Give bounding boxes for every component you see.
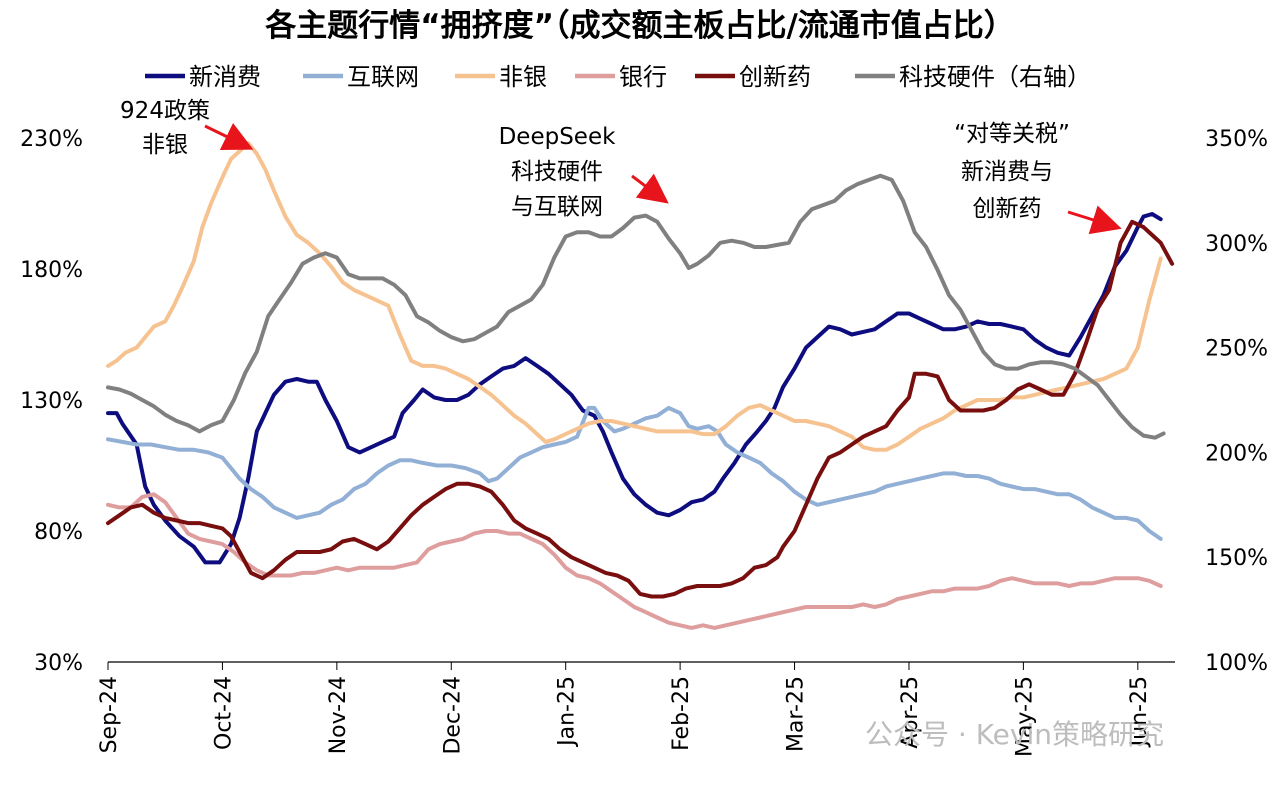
series-layer [106, 141, 1175, 630]
series-line-3 [106, 492, 1163, 630]
y-left-tick-label: 230% [20, 127, 83, 152]
legend-label: 互联网 [347, 63, 419, 91]
chart-title: 各主题行情“拥挤度”（成交额主板占比/流通市值占比） [264, 8, 1015, 44]
x-tick-label: Apr-25 [898, 676, 923, 749]
annotation-deepseek-line-1: DeepSeek [499, 124, 617, 150]
x-tick-label: Jan-25 [555, 676, 580, 748]
series-line-2 [106, 141, 1163, 452]
series-line-0 [106, 212, 1163, 565]
annotation-924-line-2: 非银 [142, 132, 188, 158]
y-right-tick-label: 350% [1205, 127, 1268, 152]
watermark: 公众号 · Kevin策略研究 [865, 718, 1164, 751]
annotation-tariff-arrow [1067, 205, 1122, 235]
legend-label: 创新药 [739, 63, 811, 91]
legend-label: 银行 [619, 63, 667, 91]
series-line-4 [106, 219, 1175, 599]
x-tick-label: Nov-24 [326, 676, 351, 754]
x-tick-label: Oct-24 [211, 676, 236, 750]
y-left-tick-label: 130% [20, 389, 83, 414]
y-right-tick-label: 150% [1205, 546, 1268, 571]
legend: 新消费 互联网 非银 银行 创新药 科技硬件（右轴） [145, 63, 1091, 91]
x-tick-label: Mar-25 [784, 676, 809, 752]
annotation-tariff-line-2: 新消费与 [961, 159, 1053, 185]
annotation-tariff-line-1: “对等关税” [954, 121, 1070, 147]
annotation-924-line-1: 924政策 [120, 98, 210, 124]
annotation-924: 924政策 非银 [120, 98, 254, 158]
y-left-tick-label: 30% [34, 651, 83, 676]
legend-label: 非银 [499, 63, 547, 91]
x-tick-label: Feb-25 [669, 676, 694, 751]
x-tick-label: Sep-24 [97, 676, 122, 753]
series-line-5 [106, 173, 1166, 440]
x-tick-label: Dec-24 [440, 676, 465, 755]
series-line-1 [106, 405, 1163, 541]
y-right-tick-label: 250% [1205, 337, 1268, 362]
annotation-tariff-line-3: 创新药 [973, 196, 1042, 222]
annotation-deepseek-line-3: 与互联网 [511, 194, 603, 220]
x-tick-label: May-25 [1012, 676, 1037, 757]
annotation-deepseek: DeepSeek 科技硬件 与互联网 [499, 124, 669, 220]
y-right-tick-label: 200% [1205, 441, 1268, 466]
y-right-tick-label: 300% [1205, 232, 1268, 257]
y-right-tick-label: 100% [1205, 651, 1268, 676]
annotation-deepseek-line-2: 科技硬件 [511, 159, 603, 185]
y-left-tick-label: 80% [34, 520, 83, 545]
x-tick-label: Jun-25 [1127, 676, 1152, 748]
legend-label: 新消费 [189, 63, 261, 91]
axes: Sep-24 Oct-24 Nov-24 Dec-24 Jan-25 Feb-25 Mar-… [20, 127, 1268, 757]
annotation-deepseek-arrow [631, 173, 669, 204]
annotation-tariff: “对等关税” 新消费与 创新药 [954, 121, 1122, 235]
annotation-924-arrow [204, 122, 254, 150]
y-left-tick-label: 180% [20, 258, 83, 283]
legend-label: 科技硬件（右轴） [899, 63, 1091, 91]
